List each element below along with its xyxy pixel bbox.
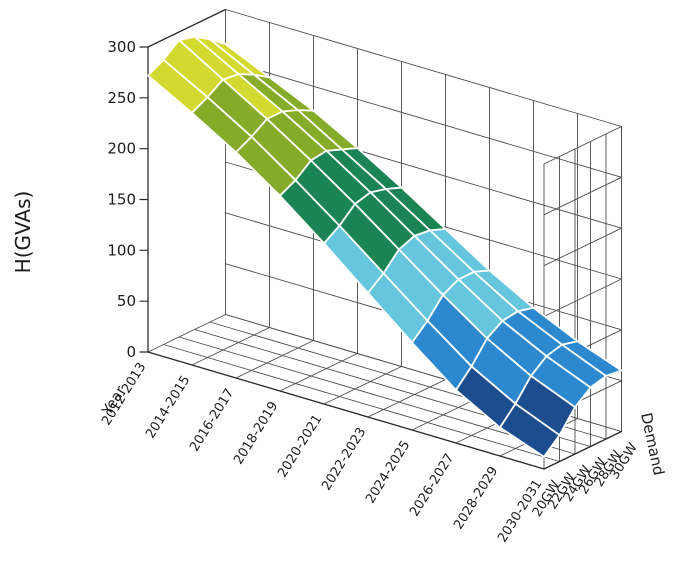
z-tick-label: 150 [107,191,136,209]
year-tick-label: 2024-2025 [363,438,413,506]
year-tick-label: 2020-2021 [275,412,325,480]
z-tick-label: 50 [117,292,136,310]
z-axis-title: H(GVAs) [11,191,35,274]
demand-axis-title: Demand [637,411,668,477]
z-tick-label: 100 [107,241,136,259]
z-tick-label: 250 [107,89,136,107]
z-tick-label: 0 [126,343,136,361]
z-tick-label: 200 [107,140,136,158]
z-tick-label: 300 [107,38,136,56]
year-tick-label: 2028-2029 [451,464,501,532]
year-tick-label: 2016-2017 [187,386,237,454]
year-tick-label: 2022-2023 [319,425,369,493]
z-axis-labels: 0 50 100 150 200 250 300 H(GVAs) [11,38,149,361]
surface-mesh [147,35,623,458]
year-tick-label: 2018-2019 [231,399,281,467]
surface-cell [499,402,561,458]
year-tick-label: 2014-2015 [143,373,193,441]
year-tick-label: 2026-2027 [407,451,457,519]
